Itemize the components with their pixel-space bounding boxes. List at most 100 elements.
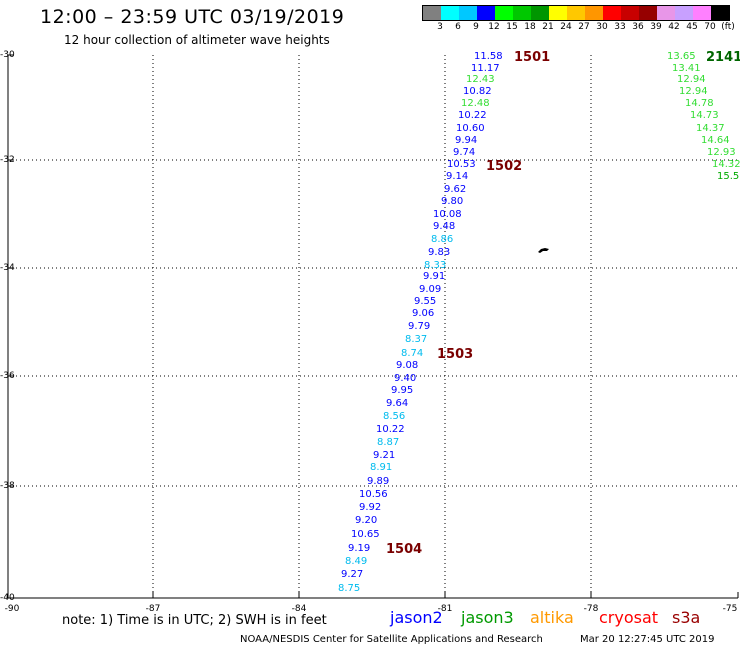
latitude-label: -30	[0, 50, 15, 60]
color-scale-label: 42	[668, 22, 680, 32]
island-shape	[538, 248, 549, 253]
wave-height-reading: 10.60	[456, 123, 485, 134]
legend-s3a: s3a	[672, 608, 701, 627]
wave-height-reading: 10.22	[376, 424, 405, 435]
color-scale-label: 24	[560, 22, 572, 32]
wave-height-reading: 8.49	[345, 556, 368, 567]
wave-height-reading: 9.06	[412, 308, 435, 319]
wave-height-reading: 9.21	[373, 450, 396, 461]
color-scale-label: 18	[524, 22, 536, 32]
color-swatch	[603, 6, 621, 20]
longitude-label: -87	[145, 604, 161, 614]
color-swatch	[495, 6, 513, 20]
wave-height-reading: 8.87	[377, 437, 400, 448]
color-swatch	[693, 6, 711, 20]
wave-height-reading: 9.09	[419, 284, 442, 295]
color-swatch	[675, 6, 693, 20]
color-scale-label: 3	[437, 22, 443, 32]
wave-height-reading: 13.41	[672, 63, 701, 74]
wave-height-reading: 8.37	[405, 334, 428, 345]
wave-height-reading: 12.93	[707, 147, 736, 158]
wave-height-reading: 9.95	[391, 385, 414, 396]
color-swatch	[423, 6, 441, 20]
wave-height-reading: 12.43	[466, 74, 495, 85]
longitude-label: -81	[437, 604, 453, 614]
longitude-label: -75	[722, 604, 738, 614]
color-swatch	[567, 6, 585, 20]
color-scale-label: 6	[455, 22, 461, 32]
wave-height-reading: 14.37	[696, 123, 725, 134]
wave-height-reading: 9.64	[386, 398, 409, 409]
color-swatch	[549, 6, 567, 20]
color-scale-label: 39	[650, 22, 662, 32]
wave-height-reading: 9.55	[414, 296, 437, 307]
legend-jason3: jason3	[461, 608, 514, 627]
color-scale-label: 27	[578, 22, 590, 32]
wave-height-reading: 14.32	[712, 159, 740, 170]
wave-height-reading: 9.20	[355, 515, 378, 526]
color-swatch	[621, 6, 639, 20]
wave-height-reading: 10.65	[351, 529, 380, 540]
color-scale-label: 45	[686, 22, 698, 32]
wave-height-reading: 14.64	[701, 135, 730, 146]
color-scale-label: 33	[614, 22, 626, 32]
wave-height-reading: 10.08	[433, 209, 462, 220]
color-scale-label: 12	[488, 22, 500, 32]
timestamp-text: Mar 20 12:27:45 UTC 2019	[580, 634, 715, 645]
pass-number-label: 1504	[386, 542, 423, 557]
wave-height-reading: 12.94	[679, 86, 708, 97]
latitude-label: -34	[0, 263, 15, 273]
note-text: note: 1) Time is in UTC; 2) SWH is in fe…	[62, 613, 327, 628]
pass-number-label: 1503	[437, 347, 474, 362]
legend-jason2: jason2	[390, 608, 443, 627]
wave-height-reading: 9.91	[423, 271, 446, 282]
wave-height-reading: 9.19	[348, 543, 371, 554]
credit-text: NOAA/NESDIS Center for Satellite Applica…	[240, 634, 543, 645]
longitude-label: -90	[4, 604, 20, 614]
wave-height-reading: 10.56	[359, 489, 388, 500]
legend-altika: altika	[530, 608, 574, 627]
latitude-label: -38	[0, 481, 15, 491]
wave-height-reading: 8.86	[431, 234, 454, 245]
wave-height-reading: 8.56	[383, 411, 406, 422]
wave-height-reading: 9.83	[428, 247, 451, 258]
color-swatch	[513, 6, 531, 20]
color-scale-label: 15	[506, 22, 518, 32]
wave-height-reading: 9.08	[396, 360, 419, 371]
wave-height-reading: 9.14	[446, 171, 469, 182]
color-swatch	[441, 6, 459, 20]
latitude-label: -32	[0, 155, 15, 165]
latitude-label: -36	[0, 371, 15, 381]
color-swatch	[657, 6, 675, 20]
wave-height-reading: 8.75	[338, 583, 361, 594]
color-scale-label: (ft)	[721, 22, 735, 32]
pass-number-label: 2141	[706, 50, 740, 65]
wave-height-reading: 8.74	[401, 348, 424, 359]
color-scale-label: 9	[473, 22, 479, 32]
wave-height-reading: 9.40	[394, 373, 417, 384]
latitude-label: -40	[0, 593, 15, 603]
wave-height-reading: 11.17	[471, 63, 500, 74]
graticule	[7, 54, 739, 599]
wave-height-reading: 8.33	[424, 260, 447, 271]
wave-height-reading: 9.89	[367, 476, 390, 487]
color-scale-label: 70	[704, 22, 716, 32]
wave-height-reading: 9.92	[359, 502, 382, 513]
color-swatch	[531, 6, 549, 20]
wave-height-reading: 11.58	[474, 51, 503, 62]
longitude-label: -78	[583, 604, 599, 614]
color-scale-label: 21	[542, 22, 554, 32]
color-scale-bar	[422, 5, 730, 21]
wave-height-reading: 9.94	[455, 135, 478, 146]
color-swatch	[639, 6, 657, 20]
wave-height-reading: 9.79	[408, 321, 431, 332]
color-swatch	[585, 6, 603, 20]
wave-height-reading: 12.48	[461, 98, 490, 109]
pass-number-label: 1501	[514, 50, 551, 65]
color-scale-label: 30	[596, 22, 608, 32]
wave-height-reading: 12.94	[677, 74, 706, 85]
wave-height-reading: 10.82	[463, 86, 492, 97]
color-swatch	[711, 6, 729, 20]
wave-height-reading: 9.27	[341, 569, 364, 580]
color-scale-label: 36	[632, 22, 644, 32]
